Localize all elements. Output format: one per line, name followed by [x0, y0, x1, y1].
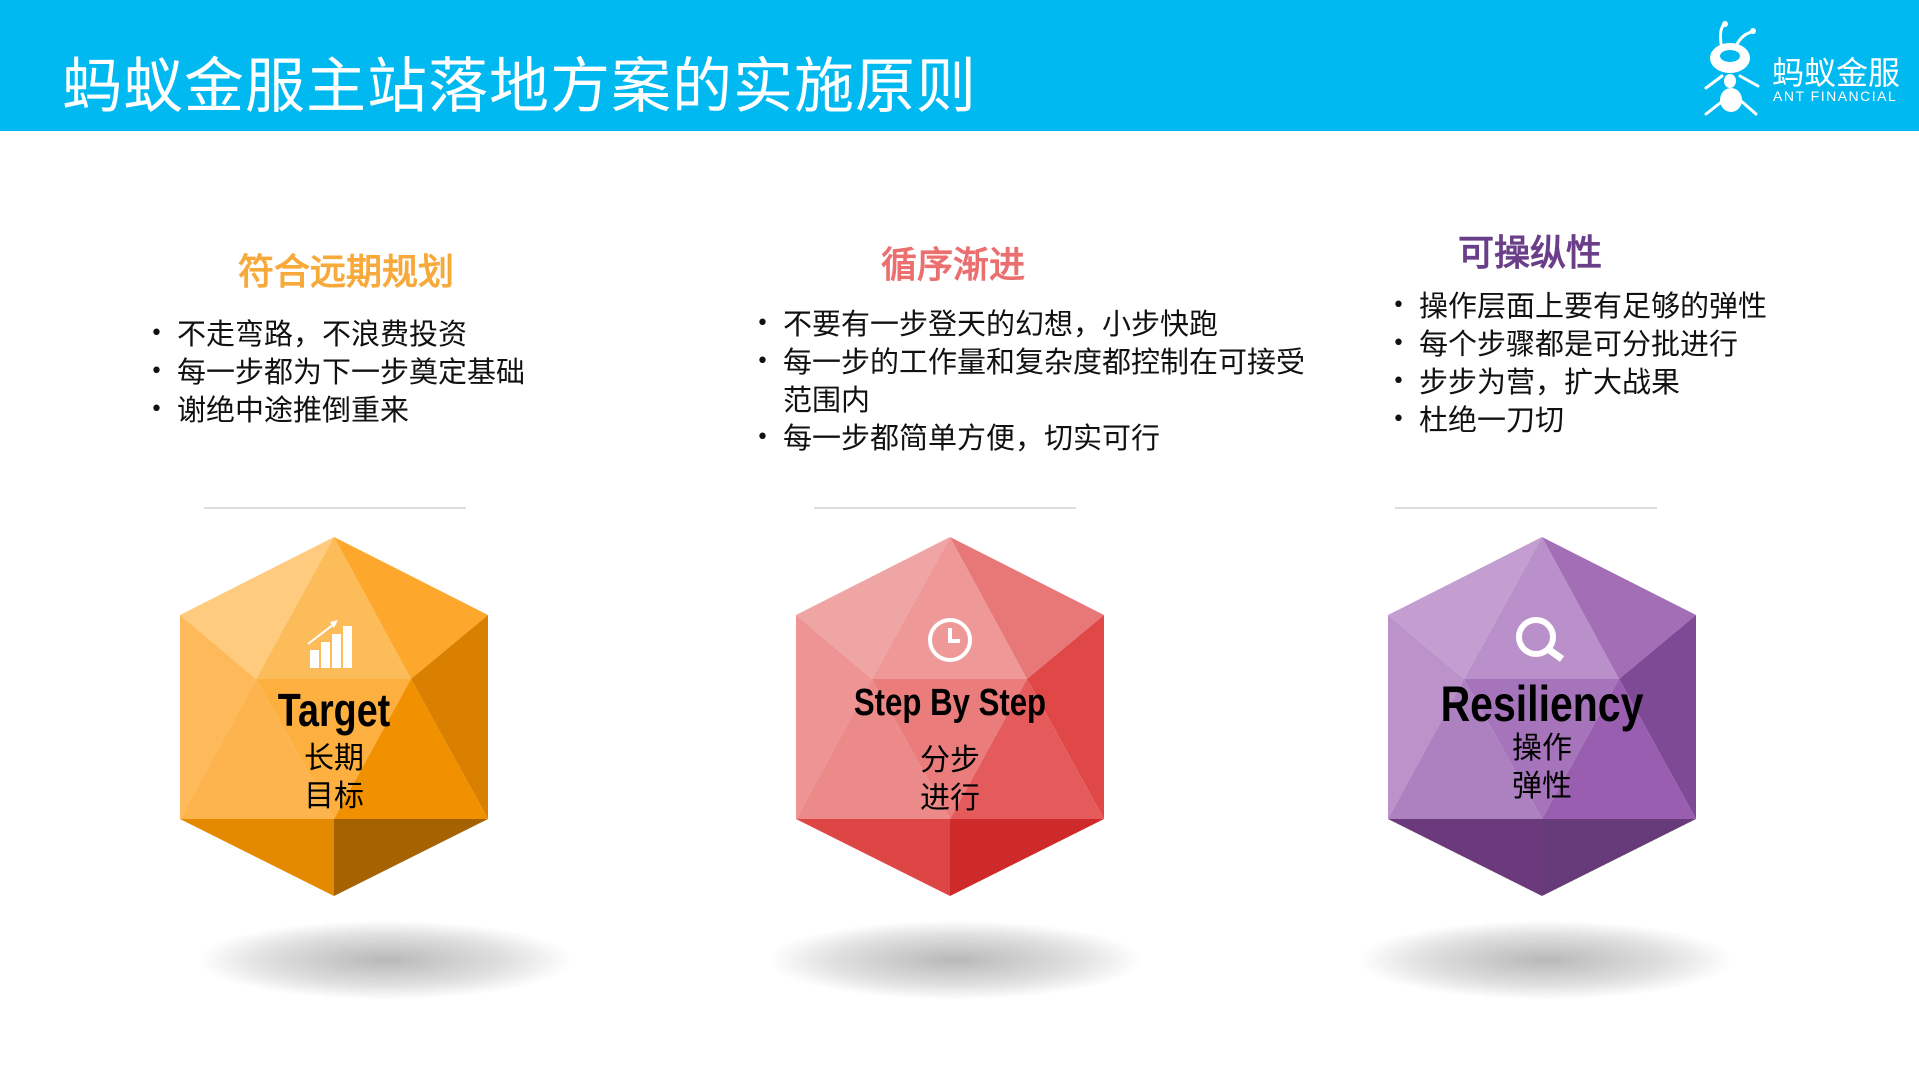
facet-lower-right: [950, 679, 1104, 819]
hexagon-facets: [180, 537, 488, 896]
logo-text-en: ANT FINANCIAL: [1773, 88, 1898, 104]
hexagon-resiliency: Resiliency 操作 弹性: [1388, 537, 1696, 897]
bullet-list-target: 不走弯路，不浪费投资 每一步都为下一步奠定基础 谢绝中途推倒重来: [150, 315, 600, 429]
list-item: 每一步的工作量和复杂度都控制在可接受范围内: [756, 343, 1316, 419]
list-item: 步步为营，扩大战果: [1392, 363, 1892, 401]
facet-lower-right: [1542, 679, 1696, 819]
facet-top-right: [950, 537, 1104, 679]
ant-mascot-icon: [1704, 21, 1760, 116]
magnifier-icon: [1516, 617, 1565, 662]
hexagon-subtitle-line: 长期: [304, 741, 364, 776]
facet-top-center: [872, 537, 1027, 679]
facet-lower-left: [180, 679, 334, 819]
hexagon-title: Target: [277, 684, 391, 736]
facet-bottom-left: [1388, 819, 1542, 896]
heading-step-by-step: 循序渐进: [880, 245, 1026, 286]
facet-right: [411, 615, 488, 819]
hexagon-shadow: [765, 920, 1145, 1000]
facet-center: [1464, 679, 1619, 819]
hexagon-shadow: [1355, 920, 1735, 1000]
hexagon-subtitle: 长期 目标: [180, 740, 488, 816]
list-item: 谢绝中途推倒重来: [150, 391, 600, 429]
hexagon-subtitle: 操作 弹性: [1388, 730, 1696, 806]
facet-left: [796, 615, 872, 819]
hexagon-title: Resiliency: [1440, 676, 1644, 732]
header-bar: 蚂蚁金服主站落地方案的实施原则 蚂蚁金服 ANT FINANCIAL: [0, 0, 1919, 131]
facet-top-right: [334, 537, 488, 679]
facet-top-left: [796, 537, 950, 679]
ant-financial-logo: 蚂蚁金服 ANT FINANCIAL: [1700, 18, 1910, 120]
divider: [814, 507, 1076, 509]
facet-top-left: [1388, 537, 1542, 679]
facet-right: [1027, 615, 1104, 819]
hexagon-subtitle: 分步 进行: [796, 742, 1104, 818]
facet-center: [256, 679, 411, 819]
facet-left: [1388, 615, 1464, 819]
heading-target: 符合远期规划: [237, 252, 455, 293]
hexagon-subtitle-line: 进行: [920, 781, 980, 816]
facet-lower-left: [1388, 679, 1542, 819]
hexagon-subtitle-line: 操作: [1512, 731, 1572, 766]
divider: [204, 507, 466, 509]
clock-icon: [928, 618, 972, 662]
bullet-list-resiliency: 操作层面上要有足够的弹性 每个步骤都是可分批进行 步步为营，扩大战果 杜绝一刀切: [1392, 287, 1892, 439]
facet-bottom-right: [1542, 819, 1696, 896]
list-item: 不要有一步登天的幻想，小步快跑: [756, 305, 1316, 343]
divider: [1395, 507, 1657, 509]
hexagon-title: Step By Step: [853, 682, 1047, 724]
facet-top-left: [180, 537, 334, 679]
facet-bottom-left: [796, 819, 950, 896]
hexagon-subtitle-line: 分步: [920, 743, 980, 778]
list-item: 杜绝一刀切: [1392, 401, 1892, 439]
hexagon-shadow: [195, 920, 575, 1000]
hexagon-target: Target 长期 目标: [180, 537, 488, 897]
facet-top-right: [1542, 537, 1696, 679]
facet-lower-left: [796, 679, 950, 819]
hexagon-subtitle-line: 目标: [304, 779, 364, 814]
list-item: 每一步都简单方便，切实可行: [756, 419, 1316, 457]
bar-chart-growth-icon: [307, 620, 352, 668]
facet-bottom-right: [334, 819, 488, 896]
facet-bottom-left: [180, 819, 334, 896]
heading-resiliency: 可操纵性: [1457, 233, 1603, 274]
hexagon-subtitle-line: 弹性: [1512, 769, 1572, 804]
hexagon-step-by-step: Step By Step 分步 进行: [796, 537, 1104, 897]
facet-bottom-right: [950, 819, 1104, 896]
list-item: 每个步骤都是可分批进行: [1392, 325, 1892, 363]
hexagon-facets: [1388, 537, 1696, 896]
facet-lower-right: [334, 679, 488, 819]
list-item: 每一步都为下一步奠定基础: [150, 353, 600, 391]
list-item: 操作层面上要有足够的弹性: [1392, 287, 1892, 325]
facet-top-center: [1464, 537, 1619, 679]
facet-top-center: [256, 537, 411, 679]
list-item: 不走弯路，不浪费投资: [150, 315, 600, 353]
logo-text-cn: 蚂蚁金服: [1772, 54, 1901, 92]
facet-left: [180, 615, 256, 819]
hexagon-facets: [796, 537, 1104, 896]
facet-right: [1619, 615, 1696, 819]
page-title: 蚂蚁金服主站落地方案的实施原则: [62, 52, 977, 122]
facet-center: [872, 679, 1027, 819]
bullet-list-step-by-step: 不要有一步登天的幻想，小步快跑 每一步的工作量和复杂度都控制在可接受范围内 每一…: [756, 305, 1316, 457]
